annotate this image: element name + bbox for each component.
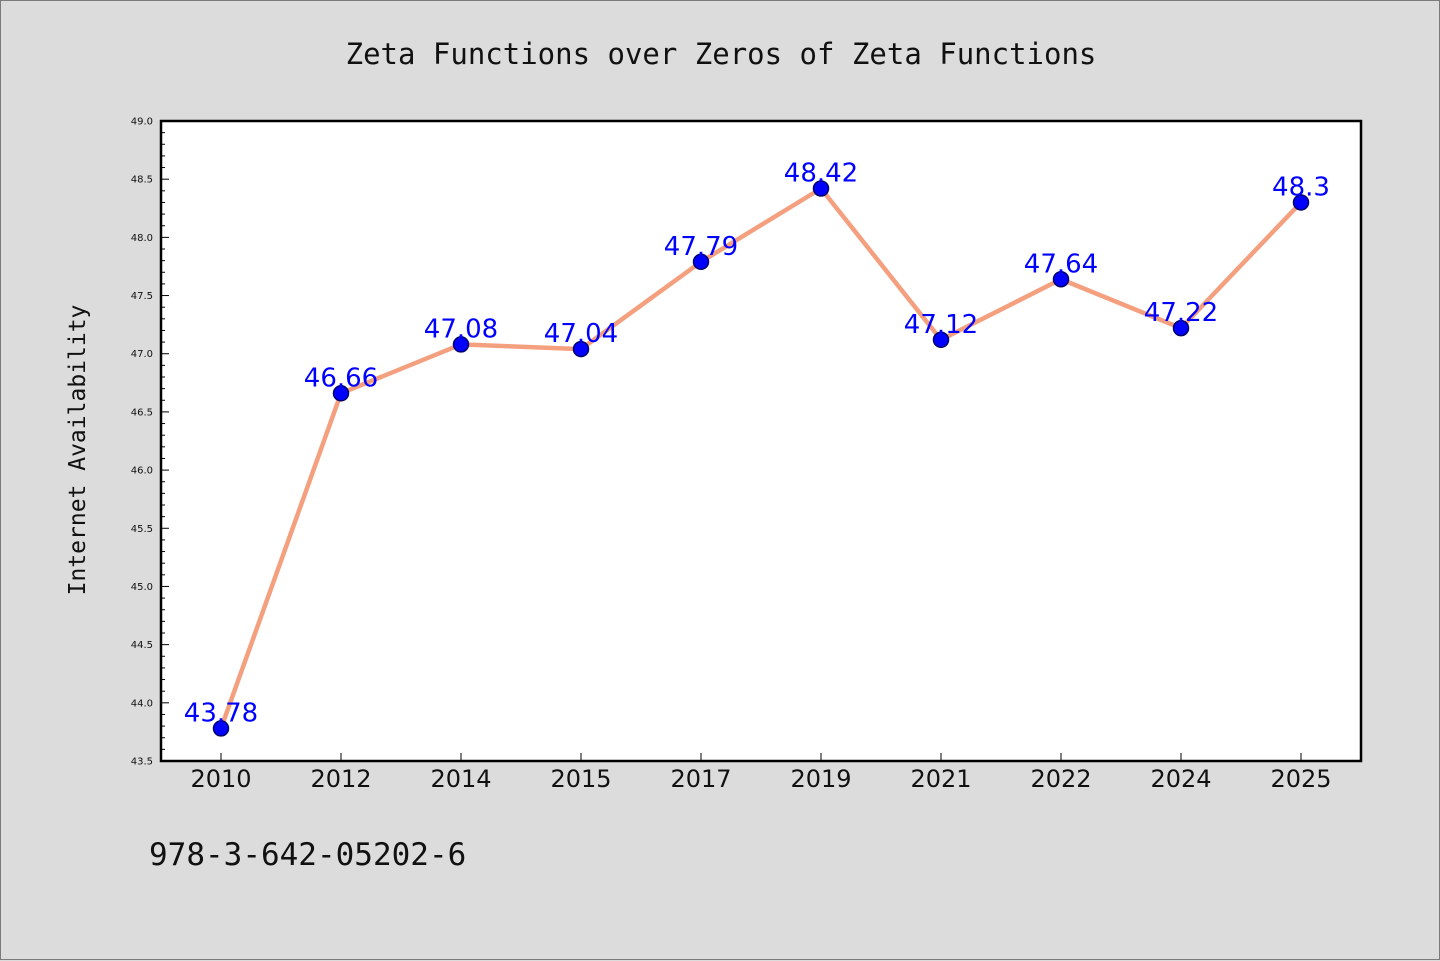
series-line: [218, 186, 1304, 731]
x-axis-ticks: 2010 2012 2014 2015 2017 2019 2021 2022 2024 2025: [190, 753, 1332, 793]
x-tick-label: 2021: [910, 765, 971, 793]
data-value-label: 47.22: [1144, 298, 1218, 328]
y-tick-label: 48.5: [131, 175, 153, 186]
y-tick-label: 45.0: [131, 582, 153, 593]
data-value-label: 47.12: [904, 310, 978, 340]
series-line-group: [218, 186, 1304, 731]
data-point-marker: [812, 180, 830, 197]
x-tick-label: 2022: [1030, 765, 1091, 793]
data-markers: [212, 180, 1310, 737]
x-tick-label: 2015: [550, 765, 611, 793]
chart-title: Zeta Functions over Zeros of Zeta Functi…: [346, 37, 1097, 71]
data-point-marker: [692, 253, 710, 271]
data-value-label: 46.66: [304, 363, 378, 393]
y-tick-label: 46.0: [131, 466, 153, 477]
data-value-label: 48.3: [1272, 172, 1330, 202]
data-value-label: 47.79: [664, 232, 738, 262]
y-axis-ticks: 43.5 44.0 44.5 45.0 45.5 46.0 46.5 47.0 47.5 48.0…: [131, 117, 169, 768]
x-tick-label: 2019: [790, 765, 851, 793]
data-point-marker: [212, 720, 230, 737]
data-value-label: 48.42: [784, 158, 858, 188]
x-tick-label: 2017: [670, 765, 731, 793]
data-point-marker: [1292, 194, 1310, 211]
x-tick-label: 2025: [1270, 765, 1331, 793]
plot-frame: [159, 119, 1363, 763]
data-labels: 43.78 46.66 47.08 47.04 47.79 48.42 47.12 47.64…: [184, 158, 1330, 728]
x-tick-label: 2012: [310, 765, 371, 793]
y-tick-label: 47.5: [131, 291, 153, 302]
x-tick-label: 2014: [430, 765, 491, 793]
data-point-marker: [572, 340, 590, 358]
y-tick-label: 47.0: [131, 349, 153, 360]
x-tick-label: 2010: [190, 765, 251, 793]
data-value-label: 47.04: [544, 319, 618, 349]
data-point-marker: [932, 331, 950, 349]
plot-area: [161, 121, 1361, 761]
y-tick-label: 44.0: [131, 698, 153, 709]
y-tick-label: 45.5: [131, 524, 153, 535]
data-point-marker: [332, 385, 350, 402]
y-tick-label: 49.0: [131, 117, 153, 128]
y-axis-label: Internet Availability: [65, 305, 91, 596]
data-value-label: 43.78: [184, 698, 258, 728]
y-tick-label: 44.5: [131, 640, 153, 651]
y-tick-label: 48.0: [131, 233, 153, 244]
y-tick-label: 46.5: [131, 407, 153, 418]
data-value-label: 47.64: [1024, 249, 1098, 279]
isbn-annotation: 978-3-642-05202-6: [149, 837, 466, 873]
data-point-marker: [1172, 319, 1190, 337]
data-value-label: 47.08: [424, 314, 498, 344]
data-point-marker: [1052, 271, 1070, 288]
data-point-marker: [452, 336, 470, 353]
y-tick-label: 43.5: [131, 757, 153, 768]
x-tick-label: 2024: [1150, 765, 1211, 793]
